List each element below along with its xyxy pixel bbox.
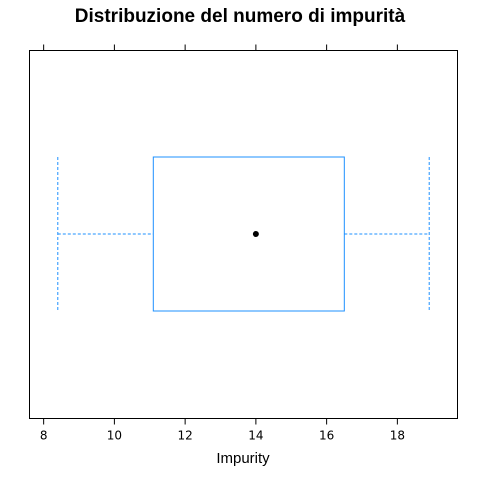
x-tick-label-16: 16 <box>319 429 334 443</box>
plot-frame <box>29 50 458 419</box>
box-group <box>57 156 430 312</box>
iqr-box <box>152 156 345 312</box>
x-tick-label-18: 18 <box>390 429 405 443</box>
x-tick-label-12: 12 <box>177 429 192 443</box>
x-tick-label-10: 10 <box>107 429 122 443</box>
median-dot <box>252 231 259 237</box>
x-tick-label-8: 8 <box>40 429 48 443</box>
chart-title: Distribuzione del numero di impurità <box>75 6 406 27</box>
x-axis-ticks: 8 10 12 14 16 18 <box>40 44 405 443</box>
x-tick-label-14: 14 <box>248 429 263 443</box>
x-axis-label: Impurity <box>216 450 270 467</box>
